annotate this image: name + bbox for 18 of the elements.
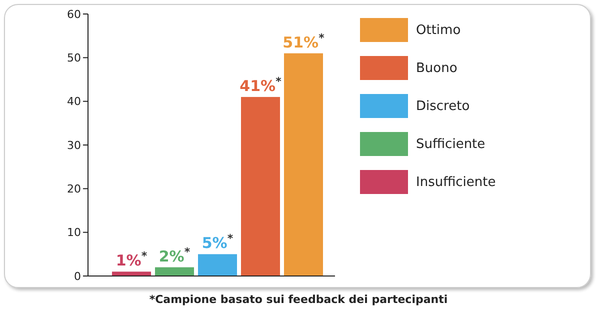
y-tick-label: 0 [74, 270, 81, 283]
text: *Campione basato sui feedback dei partecipanti [148, 293, 449, 306]
y-tick-label: 20 [67, 182, 81, 196]
data-label: 41%$^{*}$ [240, 74, 282, 95]
y-tick-label: 10 [67, 226, 81, 240]
data-label: 2%$^{*}$ [158, 244, 190, 266]
y-tick-label: 60 [67, 8, 81, 21]
y-tick-label: 30 [67, 138, 81, 152]
y-tick-label: 50 [67, 52, 81, 65]
data-label: 5%$^{*}$ [202, 232, 234, 252]
legend-label: Sufficiente [416, 136, 486, 152]
legend-label: Insufficiente [416, 174, 496, 190]
legend-label: Ottimo [416, 22, 461, 38]
legend-label: Discreto [416, 98, 470, 114]
data-label: 1%$^{*}$ [116, 249, 148, 270]
y-tick-label: 40 [67, 95, 81, 108]
legend-label: Buono [416, 60, 458, 76]
data-label: 51%$^{*}$ [282, 30, 325, 52]
